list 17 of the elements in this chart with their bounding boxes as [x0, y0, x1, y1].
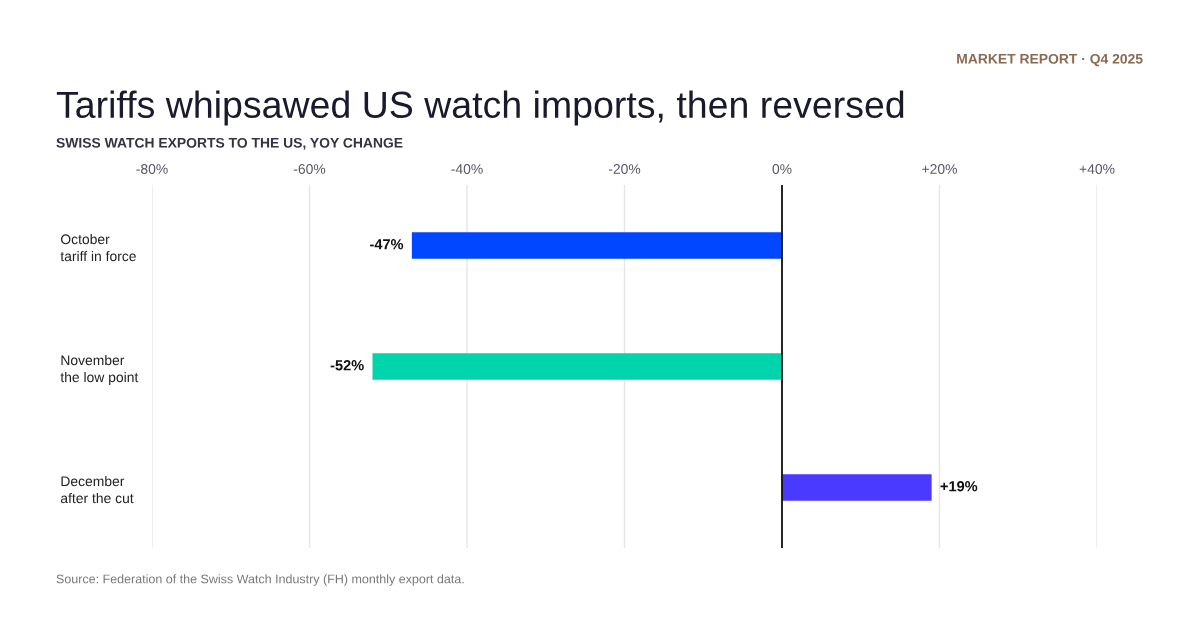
source-note: Source: Federation of the Swiss Watch Industry (FH) monthly export data.: [56, 574, 464, 586]
x-tick-label: -20%: [608, 164, 641, 174]
data-label: -47%: [370, 239, 404, 250]
x-tick-label: -60%: [293, 164, 326, 174]
data-label: -52%: [330, 360, 364, 371]
text: MARKET REPORT · Q4 2025: [957, 53, 1143, 67]
x-tick-label: +20%: [922, 164, 957, 174]
chart-title: Tariffs whipsawed US watch imports, then reversed: [56, 90, 904, 126]
data-label: +19%: [940, 481, 978, 492]
x-tick-label: -80%: [136, 164, 168, 174]
x-tick-label: 0%: [772, 164, 792, 174]
y-tick-label: October tariff in force: [60, 233, 136, 262]
x-tick-label: +40%: [1079, 164, 1115, 174]
x-tick-label: -40%: [451, 164, 483, 174]
y-tick-label: December after the cut: [60, 475, 134, 504]
y-tick-label: November the low point: [60, 354, 139, 385]
chart-subtitle: SWISS WATCH EXPORTS TO THE US, YOY CHANGE: [56, 137, 403, 150]
